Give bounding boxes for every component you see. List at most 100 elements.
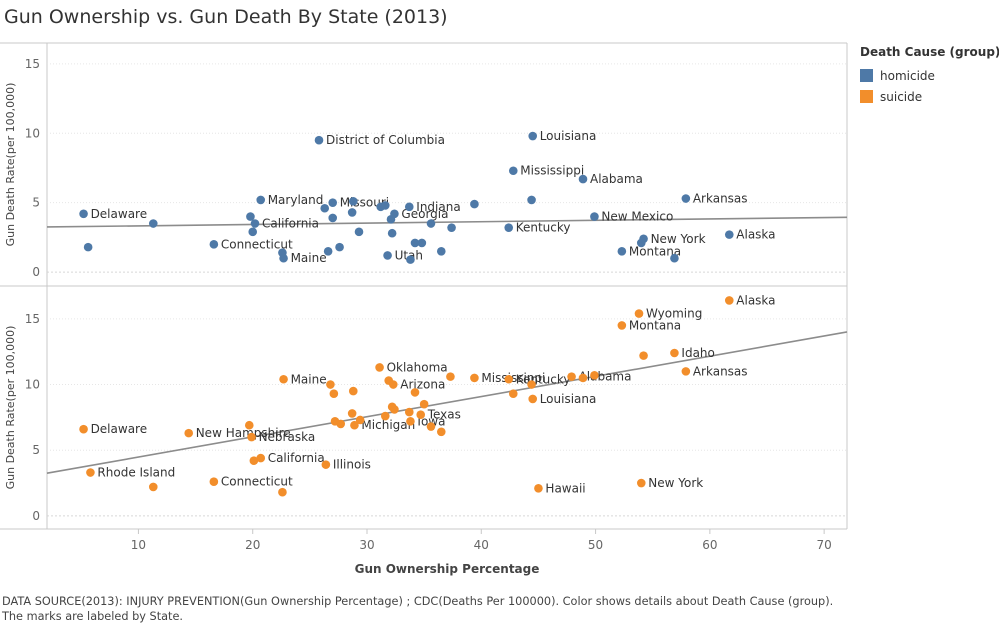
data-point [470, 373, 479, 383]
data-point [79, 424, 88, 434]
data-point [567, 372, 576, 381]
data-point [636, 478, 646, 488]
legend-swatch-suicide [860, 90, 873, 103]
data-point [279, 374, 288, 384]
data-point [528, 394, 538, 404]
data-point [209, 477, 219, 487]
data-point [380, 411, 390, 421]
data-point [470, 199, 479, 209]
panel-suicide: 0 5 10 15 Gun Death Rate(per 100,000) Delawar… [4, 293, 848, 523]
data-point [578, 174, 588, 184]
data-point [426, 422, 436, 431]
data-label: Louisiana [540, 129, 597, 143]
data-point [256, 195, 266, 205]
chart-title: Gun Ownership vs. Gun Death By State (20… [4, 6, 448, 28]
x-tick-label: 30 [359, 538, 374, 552]
data-point [184, 428, 194, 438]
data-label: Alaska [736, 228, 775, 242]
data-point [681, 194, 691, 203]
data-point [528, 131, 538, 141]
data-point [329, 389, 339, 399]
x-tick-label: 20 [245, 538, 260, 552]
data-point [383, 251, 392, 260]
data-point [404, 407, 414, 417]
data-point [527, 195, 536, 205]
data-point [634, 309, 644, 318]
data-point [426, 219, 436, 228]
data-point [436, 427, 446, 437]
data-point [670, 253, 679, 263]
data-label: Wyoming [646, 307, 702, 321]
data-label: Maryland [268, 193, 324, 207]
data-point [508, 389, 518, 399]
legend-label-suicide: suicide [880, 89, 923, 104]
data-point [350, 420, 359, 430]
data-label: Oklahoma [387, 360, 448, 374]
y-tick-label: 15 [25, 57, 40, 71]
y-tick-label: 10 [25, 126, 40, 140]
data-label: Delaware [91, 422, 148, 436]
data-point [419, 399, 429, 409]
y-tick-label: 15 [25, 312, 40, 326]
data-label: Texas [427, 408, 461, 422]
data-point [375, 363, 384, 372]
data-point [590, 371, 599, 380]
data-point [326, 380, 335, 389]
legend-swatch-homicide [860, 69, 873, 82]
data-point [354, 227, 364, 237]
data-point [724, 230, 734, 239]
data-point [534, 483, 543, 493]
data-point [348, 196, 358, 206]
data-point [336, 419, 346, 429]
data-point [410, 238, 420, 248]
data-point [446, 372, 455, 381]
data-point [617, 321, 627, 330]
legend-item-suicide[interactable]: suicide [860, 86, 999, 107]
data-label: Arkansas [693, 192, 748, 206]
data-point [355, 415, 365, 425]
data-label: Utah [395, 248, 423, 262]
scatter-chart: 0 5 10 15 Gun Death Rate(per 100,000) Delawar… [0, 42, 848, 576]
data-point [148, 482, 158, 492]
data-point [590, 212, 599, 221]
data-point [388, 380, 398, 389]
panel-homicide: 0 5 10 15 Gun Death Rate(per 100,000) Delawar… [4, 57, 848, 279]
data-label: New York [648, 476, 703, 490]
data-point [504, 374, 514, 384]
data-point [390, 405, 399, 414]
x-tick-label: 50 [588, 538, 603, 552]
legend: Death Cause (group) homicide suicide [860, 45, 999, 107]
data-label: Idaho [681, 346, 714, 360]
data-point [406, 416, 415, 426]
data-label: Iowa [417, 414, 445, 428]
data-label: Kentucky [516, 372, 571, 386]
data-point [670, 348, 679, 358]
data-point [247, 432, 256, 442]
data-point [249, 456, 259, 465]
data-point [447, 223, 456, 232]
y-tick-label: 5 [32, 196, 40, 210]
data-point [328, 213, 338, 223]
y-tick-label: 0 [32, 265, 40, 279]
data-point [527, 380, 536, 389]
data-label: Kentucky [516, 221, 571, 235]
data-label: Arizona [400, 378, 445, 392]
data-point [578, 373, 588, 383]
data-label: Louisiana [540, 392, 597, 406]
footer-line-2: The marks are labeled by State. [2, 610, 184, 623]
data-label: Mississippi [520, 164, 584, 178]
data-point [347, 409, 357, 418]
data-point [508, 166, 518, 176]
data-point [681, 367, 691, 376]
data-label: Rhode Island [97, 466, 175, 480]
data-point [387, 228, 397, 238]
trend-line [46, 216, 848, 228]
data-point [410, 388, 420, 397]
data-point [380, 201, 390, 210]
data-point [323, 246, 333, 256]
data-label: Montana [629, 244, 681, 258]
data-label: New Mexico [601, 210, 673, 224]
legend-item-homicide[interactable]: homicide [860, 65, 999, 86]
data-label: Nebraska [259, 430, 316, 444]
legend-label-homicide: homicide [880, 68, 935, 83]
